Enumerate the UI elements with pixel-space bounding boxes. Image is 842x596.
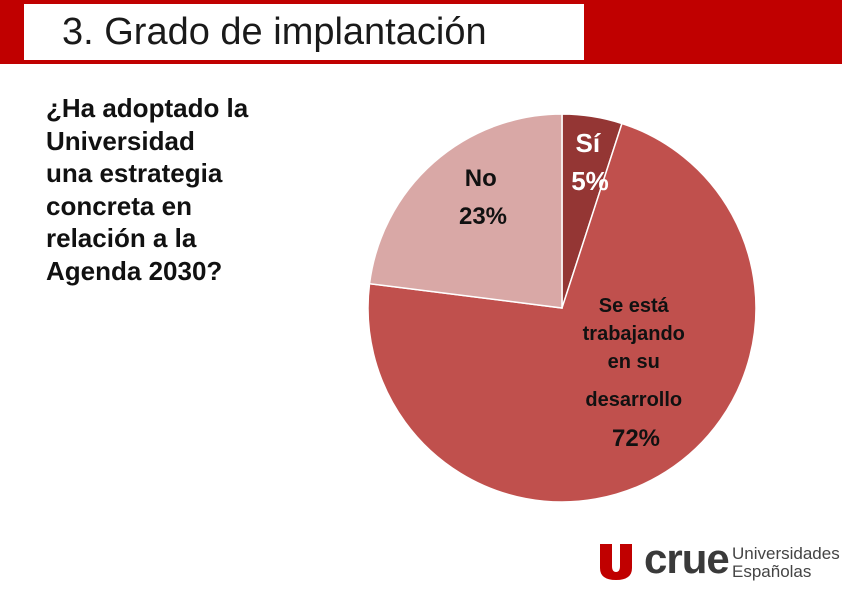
question-line: concreta en [46,190,192,221]
crue-logo: crue Universidades Españolas [598,536,840,586]
question-line: ¿Ha adoptado la [46,93,249,123]
slice-label-trabajando-pct: 72% [612,425,660,452]
pie-slice-trabajando [367,122,757,503]
question-line: relación a la [46,223,197,253]
slice-label-trabajando-line1: Se está [599,295,670,317]
slice-label-trabajando-line3: en su [608,351,660,373]
slice-label-no: No 23% [459,165,507,230]
slice-label-trabajando: Se está trabajando en su desarrollo 72% [583,295,690,452]
pie-slice-no [368,113,563,309]
question-text: ¿Ha adoptado la Universidad una estrateg… [46,92,336,287]
crue-logo-name: crue [644,535,730,582]
crue-logo-subtitle-line2: Españolas [732,562,812,581]
slice-label-si: Sí 5% [571,128,609,196]
slice-label-si-name: Sí [575,128,600,158]
slice-label-trabajando-line2: trabajando [583,323,685,345]
page-title: 3. Grado de implantación [24,4,584,60]
slice-label-no-name: No [465,165,497,192]
crue-logo-mark-icon [600,544,632,580]
pie-chart: No 23% Sí 5% Se está trabajando en su de… [367,113,757,503]
slice-label-trabajando-line4: desarrollo [585,389,682,411]
slice-label-si-pct: 5% [571,166,609,196]
crue-logo-subtitle-line1: Universidades [732,544,840,563]
question-line: Agenda 2030? [46,255,223,286]
question-line: Universidad [46,125,195,156]
question-line: una estrategia [46,158,223,188]
slice-label-no-pct: 23% [459,203,507,230]
title-bar: 3. Grado de implantación [0,0,842,64]
